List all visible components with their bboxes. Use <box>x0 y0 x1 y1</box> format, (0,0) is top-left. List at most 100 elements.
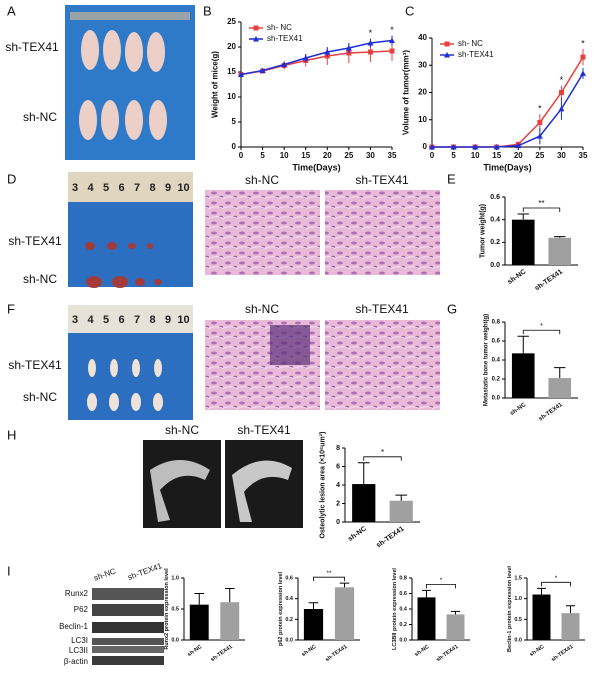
x-tick-label: sh-NC <box>529 644 546 658</box>
x-tick-label: 5 <box>260 151 265 160</box>
y-axis-label: Volume of tumor(mm³) <box>402 50 411 136</box>
ruler-number: 10 <box>177 314 189 326</box>
ruler-number: 9 <box>165 314 171 326</box>
significance: * <box>540 323 543 330</box>
y-tick-label: 0 <box>336 519 340 526</box>
significance-bracket <box>426 584 456 589</box>
protein-label: LC3I <box>71 636 88 645</box>
marker <box>345 45 352 51</box>
ruler-number: 10 <box>177 182 189 194</box>
x-tick-label: 10 <box>280 151 289 160</box>
ruler-number: 3 <box>72 314 78 326</box>
marker <box>536 133 543 139</box>
x-tick-label: sh-TEX41 <box>324 644 348 663</box>
significance-bracket <box>522 329 561 335</box>
error-bar <box>194 593 204 605</box>
x-tick-label: 5 <box>451 151 456 160</box>
marker <box>324 49 331 55</box>
bar <box>189 604 209 640</box>
significance: ** <box>326 570 332 577</box>
marker <box>515 142 522 149</box>
significance-bracket <box>541 581 571 587</box>
bar <box>548 378 572 398</box>
ruler-number: 5 <box>103 314 109 326</box>
x-tick-label: sh-NC <box>347 525 368 543</box>
y-tick-label: 40 <box>418 33 427 42</box>
significance: * <box>560 75 564 85</box>
y-tick-label: 0 <box>423 142 428 151</box>
significance: * <box>381 448 384 457</box>
y-tick-label: 30 <box>418 60 427 69</box>
error-bar <box>339 582 350 588</box>
western-blot <box>92 588 164 665</box>
error-bar <box>537 587 546 595</box>
x-tick-label: sh-NC <box>301 644 318 658</box>
y-tick-label: 0.0 <box>490 262 500 269</box>
group-label: sh-TEX41 <box>8 234 62 248</box>
error-bar <box>395 494 408 501</box>
ruler-number: 6 <box>118 314 124 326</box>
legend-label: sh-TEX41 <box>458 50 494 59</box>
y-tick-label: 0.2 <box>490 239 500 246</box>
x-tick-label: 0 <box>430 151 435 160</box>
x-tick-label: 30 <box>366 151 375 160</box>
significance: * <box>538 104 542 114</box>
x-tick-label: 20 <box>514 151 523 160</box>
marker <box>281 61 288 67</box>
y-tick-label: 0.4 <box>492 358 501 364</box>
y-tick-label: 0.2 <box>492 377 501 383</box>
ruler-number: 6 <box>118 182 124 194</box>
protein-label: β-actin <box>64 657 88 666</box>
bar <box>389 500 413 522</box>
line <box>432 73 584 148</box>
y-tick-label: 8 <box>336 445 340 452</box>
y-axis-label: LC3BII protein expression level <box>392 568 398 650</box>
significance: * <box>581 38 585 48</box>
protein-label: Beclin-1 <box>59 622 88 631</box>
legend-label: sh- NC <box>267 23 292 32</box>
legend-marker <box>253 36 259 42</box>
x-tick-label: 35 <box>388 151 397 160</box>
marker <box>472 144 479 150</box>
protein-label: Runx2 <box>65 589 89 598</box>
y-tick-label: 10 <box>418 115 427 124</box>
marker <box>558 105 565 112</box>
panel-letter: C <box>405 3 414 18</box>
marker <box>558 90 564 95</box>
xray-header: sh-NC <box>165 423 199 437</box>
bar <box>352 484 376 522</box>
x-tick-label: 25 <box>344 151 353 160</box>
y-tick-label: 0.8 <box>492 320 501 326</box>
y-tick-label: 0.6 <box>285 575 293 581</box>
histology-image <box>205 190 320 275</box>
y-tick-label: 2 <box>336 500 340 507</box>
bar <box>220 602 240 640</box>
significance: ** <box>538 199 544 208</box>
ruler-number: 8 <box>149 314 155 326</box>
ruler-number: 5 <box>103 182 109 194</box>
x-tick-label: 20 <box>323 151 332 160</box>
y-tick-label: 6 <box>336 463 340 470</box>
y-axis-label: Runx2 protein expression level <box>164 568 170 650</box>
ruler-number: 9 <box>165 182 171 194</box>
group-label: sh-NC <box>23 272 57 286</box>
x-tick-label: sh-NC <box>187 644 204 658</box>
bar <box>532 594 551 640</box>
panel-letter: A <box>7 3 16 18</box>
bar <box>303 609 324 640</box>
y-tick-label: 1.0 <box>514 596 522 602</box>
y-tick-label: 4 <box>336 482 340 489</box>
marker <box>238 71 244 77</box>
histology-header: sh-TEX41 <box>355 173 409 187</box>
group-label: sh-TEX41 <box>8 358 62 372</box>
x-tick-label: sh-TEX41 <box>538 402 564 423</box>
marker <box>302 55 309 61</box>
y-axis-label: Tumor weight(g) <box>479 204 486 258</box>
y-tick-label: 0.0 <box>285 637 293 643</box>
legend-label: sh- NC <box>458 39 483 48</box>
y-tick-label: 15 <box>227 67 236 76</box>
marker <box>259 67 266 73</box>
histology-stain <box>270 325 310 365</box>
